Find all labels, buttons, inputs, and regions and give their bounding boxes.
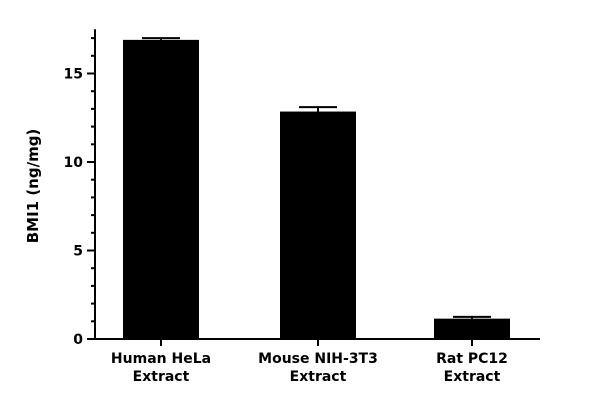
x-tick-label: Extract xyxy=(444,369,501,385)
bars xyxy=(123,37,510,340)
y-axis-title: BMI1 (ng/mg) xyxy=(24,129,42,244)
x-tick-label: Extract xyxy=(133,369,190,385)
x-tick-label: Mouse NIH-3T3 xyxy=(258,351,378,367)
bar xyxy=(123,39,199,340)
bar xyxy=(280,111,356,340)
y-tick-label: 0 xyxy=(73,332,83,348)
y-tick-label: 5 xyxy=(73,244,83,260)
bar xyxy=(434,318,510,339)
x-tick-label: Human HeLa xyxy=(111,351,211,367)
x-axis: Human HeLa Extract Mouse NIH-3T3 Extract Rat… xyxy=(95,338,540,385)
y-tick-label: 15 xyxy=(64,67,83,83)
x-tick-label: Extract xyxy=(290,369,347,385)
x-tick-label: Rat PC12 xyxy=(436,351,508,367)
y-tick-label: 10 xyxy=(64,155,84,171)
y-axis: 0 5 10 15 xyxy=(64,29,96,348)
